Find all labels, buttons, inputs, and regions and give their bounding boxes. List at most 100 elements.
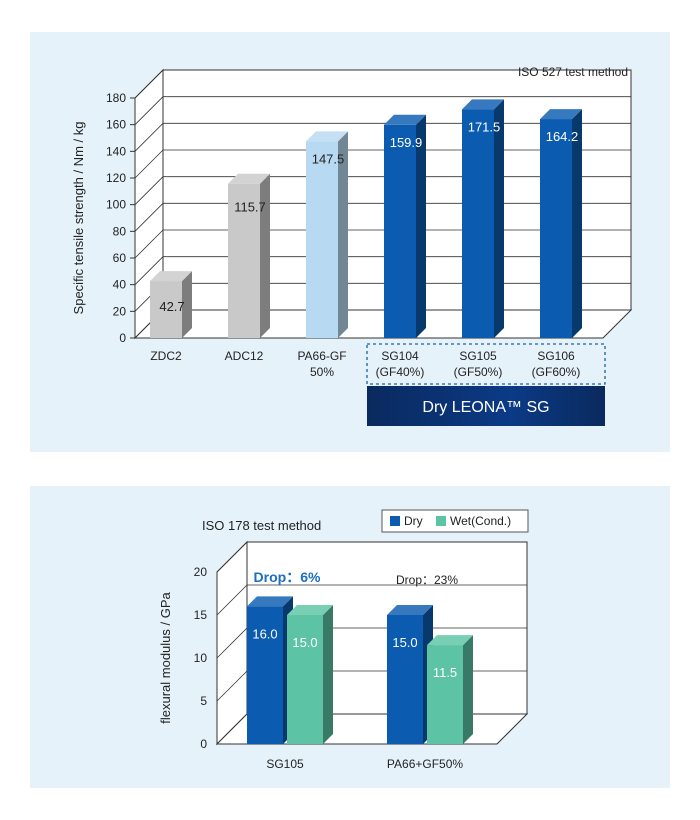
chart1-bar-adc12-front <box>228 183 260 338</box>
chart1-category-label: ADC12 <box>225 349 264 363</box>
chart1-bar-pa66-gf <box>306 131 348 338</box>
chart1-category-sublabel: (GF40%) <box>376 365 425 379</box>
chart1-bar-sg104 <box>384 114 426 338</box>
chart2-bar-sg105-dry <box>247 596 293 744</box>
chart1-bar-zdc2-front <box>150 281 182 338</box>
chart2-bar-sg105-wet <box>287 605 333 744</box>
chart1-bar-sg105-side <box>494 99 504 338</box>
chart1-bar-sg105-top <box>462 99 504 110</box>
chart2-bar-pa66-wet-front <box>427 645 463 744</box>
chart1-gridline-diag <box>134 229 164 259</box>
chart2-y-tick-label: 15 <box>194 608 208 622</box>
chart1-category-label: PA66-GF <box>297 349 346 363</box>
chart2-gridline-diag <box>216 541 248 573</box>
chart1-bar-adc12-top <box>228 173 270 184</box>
chart1-group-outline <box>366 343 606 385</box>
chart1-value-label: 42.7 <box>159 299 184 314</box>
chart1-bar-zdc2-top <box>150 271 192 282</box>
chart2-bar-sg105-wet-front <box>287 615 323 744</box>
chart1-y-tick-label: 40 <box>113 278 127 292</box>
chart1-bar-sg105-front <box>462 109 494 338</box>
chart1-category-sublabel: 50% <box>310 365 334 379</box>
chart1-y-tick-label: 160 <box>106 118 126 132</box>
chart1-bar-sg104-front <box>384 124 416 338</box>
chart1-bar-pa66-gf-top <box>306 131 348 142</box>
flexural-modulus-panel: 0 5 10 15 20 flexural modulus / GPa ISO 178 te… <box>30 486 670 788</box>
chart1-category-label: ZDC2 <box>150 349 182 363</box>
chart1-y-tick-label: 60 <box>113 251 127 265</box>
chart1-category-label: SG104 <box>381 349 419 363</box>
chart1-y-tick-label: 80 <box>113 224 127 238</box>
chart1-y-tick-label: 180 <box>106 91 126 105</box>
chart1-gridline-diag <box>134 96 164 125</box>
chart1-category-sublabel: (GF60%) <box>532 365 581 379</box>
chart2-bar-sg105-wet-top <box>287 605 333 615</box>
chart1-test-method-annotation: ISO 527 test method <box>518 65 628 79</box>
chart1-group-label: Dry LEONA™ SG <box>422 399 549 416</box>
tensile-strength-chart: 0 20 40 60 80 100 120 140 160 180 Specific tensile… <box>71 65 633 426</box>
chart2-bar-sg105-dry-top <box>247 596 293 607</box>
tensile-strength-panel: 0 20 40 60 80 100 120 140 160 180 Specific tensile… <box>30 32 670 452</box>
chart2-legend-label-dry: Dry <box>404 514 423 528</box>
chart2-gridline-diag <box>216 670 248 702</box>
chart1-bar-zdc2-side <box>182 271 192 338</box>
chart2-bar-pa66-wet-top <box>427 635 473 646</box>
chart1-group-band <box>367 386 605 426</box>
chart1-gridline-diag <box>134 256 164 285</box>
chart2-value-label: 15.0 <box>392 635 417 650</box>
chart2-bar-sg105-wet-side <box>323 605 333 744</box>
chart1-bar-sg104-side <box>416 114 426 338</box>
chart2-category-label: PA66+GF50% <box>387 757 463 771</box>
chart1-bar-adc12 <box>228 173 270 338</box>
chart2-y-tick-label: 5 <box>200 694 207 708</box>
chart1-gridline-diag <box>134 203 164 232</box>
chart2-bar-pa66-dry-top <box>387 605 433 615</box>
chart1-gridline-diag <box>134 149 164 179</box>
chart2-value-label: 16.0 <box>252 626 277 641</box>
chart1-bar-sg106 <box>540 109 582 338</box>
chart1-value-label: 171.5 <box>468 119 501 134</box>
chart2-gridline-diag <box>216 627 248 659</box>
chart2-value-label: 11.5 <box>433 665 457 680</box>
chart2-test-method-annotation: ISO 178 test method <box>202 518 321 533</box>
chart1-bar-sg106-top <box>540 109 582 120</box>
chart1-gridline-diag <box>134 69 164 99</box>
chart2-y-axis-label: flexural modulus / GPa <box>158 591 173 723</box>
chart2-bar-pa66-dry <box>387 605 433 744</box>
chart1-category-sublabel: (GF50%) <box>454 365 503 379</box>
chart1-value-label: 147.5 <box>312 151 345 166</box>
chart2-y-tick-label: 10 <box>194 651 208 665</box>
chart2-y-tick-label: 0 <box>200 737 207 751</box>
chart1-gridline-diag <box>134 176 164 205</box>
chart1-category-label: SG106 <box>537 349 575 363</box>
chart2-y-tick-label: 20 <box>194 565 208 579</box>
chart1-bar-sg106-side <box>572 109 582 338</box>
chart1-y-tick-label: 0 <box>119 331 126 345</box>
chart2-drop-label-sg105: Drop：6% <box>254 569 321 585</box>
chart1-y-axis-label: Specific tensile strength / Nm / kg <box>71 122 86 315</box>
chart2-drop-label-pa66: Drop：23% <box>396 573 458 587</box>
chart1-bar-sg104-top <box>384 114 426 125</box>
chart1-bar-sg106-front <box>540 119 572 338</box>
chart1-gridline-diag <box>134 123 164 152</box>
chart1-y-tick-label: 120 <box>106 171 126 185</box>
chart2-legend <box>381 509 529 533</box>
chart1-bar-zdc2 <box>150 271 192 338</box>
chart2-bar-pa66-dry-front <box>387 615 423 744</box>
chart1-value-label: 115.7 <box>234 200 266 215</box>
chart2-legend-swatch-wet <box>436 516 446 526</box>
chart1-bar-adc12-side <box>260 173 270 338</box>
chart2-gridline-diag <box>216 584 248 616</box>
chart1-bar-sg105 <box>462 99 504 338</box>
chart1-value-label: 159.9 <box>390 135 423 150</box>
chart2-legend-swatch-dry <box>390 516 400 526</box>
chart1-bar-pa66-gf-side <box>338 131 348 338</box>
chart2-value-label: 15.0 <box>292 635 317 650</box>
chart2-category-label: SG105 <box>266 757 304 771</box>
chart1-bar-pa66-gf-front <box>306 141 338 338</box>
chart1-category-label: SG105 <box>459 349 497 363</box>
chart2-bar-pa66-wet-side <box>463 635 473 744</box>
chart1-y-tick-label: 140 <box>106 144 126 158</box>
chart2-bar-sg105-dry-front <box>247 606 283 744</box>
chart1-y-tick-label: 20 <box>113 304 127 318</box>
